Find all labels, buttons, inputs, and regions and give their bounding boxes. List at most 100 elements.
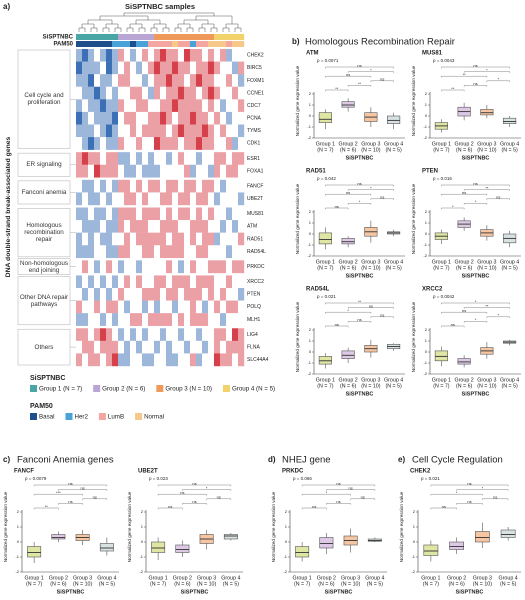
x-tick-label: Group 4	[384, 259, 403, 265]
annotation-cell	[178, 34, 185, 40]
heatmap-cell	[142, 86, 149, 100]
comparison-bracket	[33, 484, 108, 487]
legend-label: LumB	[108, 413, 124, 420]
row-label: UBE2T	[247, 196, 263, 202]
heatmap-cell	[220, 137, 227, 150]
heatmap-cell	[208, 340, 215, 354]
heatmap-cell	[154, 313, 161, 326]
heatmap-cell	[220, 232, 227, 246]
y-tick-label: -2	[283, 569, 287, 574]
comparison-bracket	[206, 498, 232, 501]
annotation-cell	[166, 34, 173, 40]
heatmap-cell	[130, 232, 137, 246]
heatmap-cell	[178, 328, 185, 342]
heatmap-cell	[232, 313, 239, 326]
heatmap-cell	[178, 179, 185, 193]
y-tick-label: 0	[309, 231, 312, 236]
heatmap-cell	[208, 288, 215, 301]
heatmap-cell	[106, 353, 113, 367]
y-axis-title: DNA double-strand break-associated genes	[5, 136, 12, 277]
dendrogram	[201, 23, 215, 28]
box	[341, 350, 355, 359]
heatmap-cell	[196, 340, 203, 354]
heatmap-cell	[112, 99, 119, 113]
x-axis-title: SiSPTNBC	[462, 391, 490, 397]
heatmap-cell	[232, 275, 239, 289]
legend-label: Group 1 (N = 7)	[39, 385, 82, 392]
x-axis-title: SiSPTNBC	[181, 589, 209, 595]
heatmap-cell	[124, 207, 131, 221]
comparison-bracket	[347, 203, 372, 205]
heatmap-cell	[154, 207, 161, 221]
box	[295, 546, 310, 558]
heatmap-cell	[166, 192, 173, 206]
heatmap-cell	[238, 232, 245, 246]
y-tick-label: 0	[425, 349, 428, 354]
p-value: p = 0.023	[149, 476, 168, 481]
comparison-bracket	[33, 507, 59, 510]
heatmap-cell	[130, 260, 137, 274]
heatmap-cell	[136, 99, 143, 113]
heatmap-cell	[136, 220, 143, 233]
heatmap-cell	[172, 353, 179, 367]
heatmap-cell	[238, 313, 245, 326]
x-tick-sublabel: (N = 5)	[501, 147, 518, 153]
annotation-cell	[82, 34, 89, 40]
row-group-label-box: Other DNA repair pathways	[20, 294, 68, 308]
x-tick-sublabel: (N = 6)	[318, 581, 335, 587]
heatmap-cell	[106, 111, 113, 125]
heatmap-cell	[208, 124, 215, 138]
heatmap-cell	[148, 245, 155, 259]
heatmap-cell	[172, 152, 179, 165]
box	[457, 358, 471, 365]
heatmap-cell	[232, 220, 239, 233]
row-label: CDK1	[247, 141, 261, 147]
row-label: MUS81	[247, 211, 264, 217]
heatmap-cell	[160, 260, 167, 274]
annotation-cell	[112, 34, 119, 40]
legend-label: Group 3 (N = 10)	[165, 385, 212, 392]
heatmap-cell	[118, 99, 125, 113]
heatmap-cell	[178, 152, 185, 165]
heatmap-cell	[202, 328, 209, 342]
box	[449, 541, 465, 550]
heatmap-cell	[172, 164, 179, 178]
heatmap-cell	[178, 192, 185, 206]
heatmap-cell	[208, 245, 215, 259]
comparison-bracket	[463, 307, 510, 309]
heatmap-cell	[130, 313, 137, 326]
x-tick-label: Group 1	[316, 141, 335, 147]
heatmap-cell	[100, 207, 107, 221]
heatmap-cell	[190, 207, 197, 221]
heatmap-cell	[166, 86, 173, 100]
heatmap-cell	[238, 152, 245, 165]
heatmap-cell	[130, 220, 137, 233]
box	[27, 546, 42, 558]
heatmap-cell	[184, 164, 191, 178]
y-tick-label: -2	[307, 371, 311, 376]
heatmap-cell	[118, 137, 125, 150]
heatmap-cell	[232, 192, 239, 206]
heatmap-cell	[226, 220, 233, 233]
x-tick-label: Group 2	[447, 575, 466, 581]
x-tick-label: Group 4	[500, 377, 519, 383]
heatmap-cell	[226, 86, 233, 100]
heatmap-cell	[208, 328, 215, 342]
heatmap-cell	[184, 260, 191, 274]
row-label: RAD54L	[247, 249, 266, 255]
heatmap-cell	[82, 245, 89, 259]
heatmap-cell	[130, 164, 137, 178]
heatmap-cell	[202, 207, 209, 221]
heatmap-cell	[142, 353, 149, 367]
heatmap-cell	[238, 124, 245, 138]
heatmap-cell	[178, 245, 185, 259]
legend-swatch	[30, 385, 37, 392]
heatmap-cell	[166, 260, 173, 274]
heatmap-cell	[184, 99, 191, 113]
legend-swatch	[93, 385, 101, 392]
heatmap-cell	[100, 124, 107, 138]
comparison-bracket	[370, 80, 394, 83]
legend-swatch	[98, 413, 106, 420]
heatmap-cell	[172, 74, 179, 87]
heatmap-cell	[118, 61, 125, 75]
